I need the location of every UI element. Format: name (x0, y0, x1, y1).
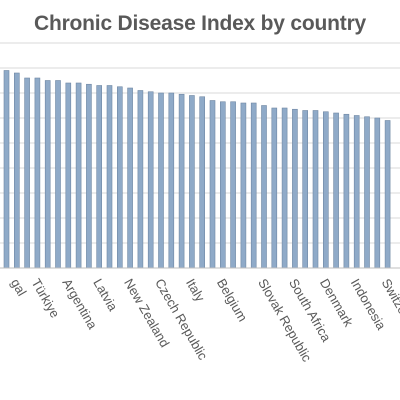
bar (240, 102, 247, 269)
bar (3, 70, 10, 269)
bar (44, 80, 51, 269)
bar (281, 107, 288, 269)
bar (137, 90, 144, 269)
bar (127, 87, 133, 269)
bar (292, 108, 298, 269)
x-tick-label: Türkiye (29, 276, 63, 320)
bar (178, 93, 185, 269)
bar (106, 85, 113, 269)
bar (55, 80, 61, 269)
bar (220, 101, 226, 269)
bar (384, 120, 391, 269)
bar (86, 83, 92, 269)
bar (34, 77, 41, 269)
bar (147, 91, 154, 269)
bar (189, 95, 195, 269)
bar (96, 85, 102, 269)
bar (261, 105, 267, 269)
bar (322, 111, 329, 269)
bar (158, 92, 164, 269)
x-tick-label: Belgium (214, 276, 250, 324)
x-tick-label: Latvia (90, 276, 121, 314)
bar (312, 110, 319, 269)
bar (302, 110, 309, 269)
bar (343, 113, 350, 269)
x-tick-label: gal (8, 276, 30, 299)
bar (271, 107, 278, 269)
bar (14, 72, 20, 269)
bar (117, 86, 123, 269)
bar (374, 117, 381, 269)
bar (24, 77, 30, 269)
chart-title: Chronic Disease Index by country (33, 12, 367, 35)
bar (65, 82, 72, 269)
bar (75, 82, 82, 269)
bar (333, 112, 339, 269)
bar (199, 96, 205, 269)
bar (230, 101, 236, 269)
x-tick-label: Italy (183, 276, 208, 305)
bar (364, 116, 370, 269)
bar (168, 92, 175, 269)
bar (250, 102, 257, 269)
bar (353, 115, 360, 269)
bar (209, 100, 216, 269)
